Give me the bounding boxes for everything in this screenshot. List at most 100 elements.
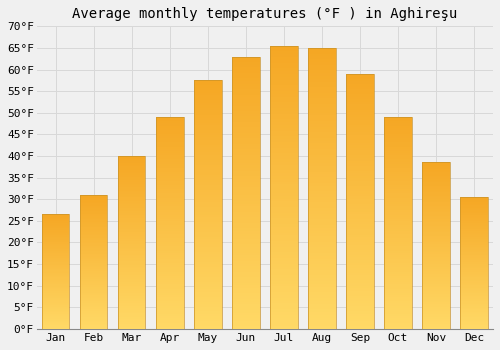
Bar bbox=[80, 197, 108, 199]
Bar bbox=[232, 122, 260, 125]
Bar bbox=[80, 205, 108, 207]
Bar bbox=[232, 313, 260, 315]
Bar bbox=[308, 292, 336, 295]
Bar bbox=[232, 144, 260, 146]
Bar bbox=[460, 250, 487, 251]
Bar bbox=[422, 324, 450, 326]
Bar bbox=[194, 210, 222, 212]
Bar bbox=[156, 280, 184, 282]
Bar bbox=[156, 287, 184, 289]
Bar bbox=[156, 134, 184, 136]
Bar bbox=[42, 313, 70, 314]
Bar bbox=[270, 301, 297, 303]
Bar bbox=[460, 309, 487, 310]
Bar bbox=[308, 62, 336, 65]
Bar bbox=[422, 244, 450, 246]
Bar bbox=[232, 97, 260, 100]
Bar bbox=[270, 233, 297, 236]
Bar bbox=[232, 302, 260, 304]
Bar bbox=[80, 234, 108, 235]
Bar bbox=[384, 117, 411, 329]
Bar bbox=[42, 290, 70, 291]
Bar bbox=[346, 298, 374, 301]
Bar bbox=[118, 182, 146, 184]
Bar bbox=[422, 162, 450, 329]
Bar bbox=[232, 272, 260, 274]
Bar bbox=[270, 202, 297, 204]
Bar bbox=[460, 208, 487, 209]
Bar bbox=[118, 260, 146, 261]
Bar bbox=[460, 318, 487, 320]
Bar bbox=[118, 184, 146, 186]
Bar bbox=[460, 256, 487, 258]
Bar bbox=[308, 48, 336, 51]
Bar bbox=[384, 246, 411, 248]
Bar bbox=[118, 230, 146, 232]
Bar bbox=[80, 274, 108, 275]
Bar bbox=[422, 176, 450, 177]
Bar bbox=[270, 136, 297, 139]
Bar bbox=[422, 271, 450, 272]
Bar bbox=[156, 282, 184, 285]
Bar bbox=[42, 242, 70, 243]
Bar bbox=[156, 231, 184, 233]
Bar bbox=[156, 255, 184, 257]
Bar bbox=[270, 71, 297, 74]
Title: Average monthly temperatures (°F ) in Aghireşu: Average monthly temperatures (°F ) in Ag… bbox=[72, 7, 458, 21]
Bar bbox=[156, 168, 184, 170]
Bar bbox=[308, 87, 336, 90]
Bar bbox=[118, 172, 146, 173]
Bar bbox=[42, 233, 70, 234]
Bar bbox=[346, 232, 374, 234]
Bar bbox=[232, 146, 260, 149]
Bar bbox=[308, 183, 336, 186]
Bar bbox=[270, 320, 297, 323]
Bar bbox=[232, 108, 260, 111]
Bar bbox=[156, 265, 184, 267]
Bar bbox=[270, 105, 297, 108]
Bar bbox=[346, 82, 374, 84]
Bar bbox=[118, 294, 146, 296]
Bar bbox=[460, 214, 487, 216]
Bar bbox=[422, 321, 450, 322]
Bar bbox=[346, 293, 374, 296]
Bar bbox=[308, 250, 336, 253]
Bar bbox=[460, 316, 487, 317]
Bar bbox=[346, 255, 374, 258]
Bar bbox=[384, 263, 411, 265]
Bar bbox=[346, 92, 374, 94]
Bar bbox=[308, 273, 336, 275]
Bar bbox=[384, 138, 411, 140]
Bar bbox=[346, 217, 374, 219]
Bar bbox=[384, 280, 411, 282]
Bar bbox=[42, 276, 70, 277]
Bar bbox=[308, 270, 336, 273]
Bar bbox=[270, 51, 297, 54]
Bar bbox=[308, 160, 336, 163]
Bar bbox=[80, 236, 108, 238]
Bar bbox=[460, 325, 487, 326]
Bar bbox=[308, 261, 336, 264]
Bar bbox=[346, 240, 374, 242]
Bar bbox=[460, 206, 487, 208]
Bar bbox=[118, 225, 146, 227]
Bar bbox=[308, 298, 336, 301]
Bar bbox=[232, 111, 260, 114]
Bar bbox=[384, 248, 411, 251]
Bar bbox=[422, 312, 450, 314]
Bar bbox=[156, 166, 184, 168]
Bar bbox=[42, 320, 70, 321]
Bar bbox=[422, 222, 450, 224]
Bar bbox=[232, 160, 260, 163]
Bar bbox=[156, 193, 184, 195]
Bar bbox=[346, 107, 374, 110]
Bar bbox=[422, 254, 450, 256]
Bar bbox=[270, 224, 297, 227]
Bar bbox=[384, 142, 411, 145]
Bar bbox=[42, 323, 70, 324]
Bar bbox=[156, 238, 184, 240]
Bar bbox=[194, 307, 222, 309]
Bar bbox=[346, 273, 374, 275]
Bar bbox=[118, 156, 146, 329]
Bar bbox=[308, 202, 336, 205]
